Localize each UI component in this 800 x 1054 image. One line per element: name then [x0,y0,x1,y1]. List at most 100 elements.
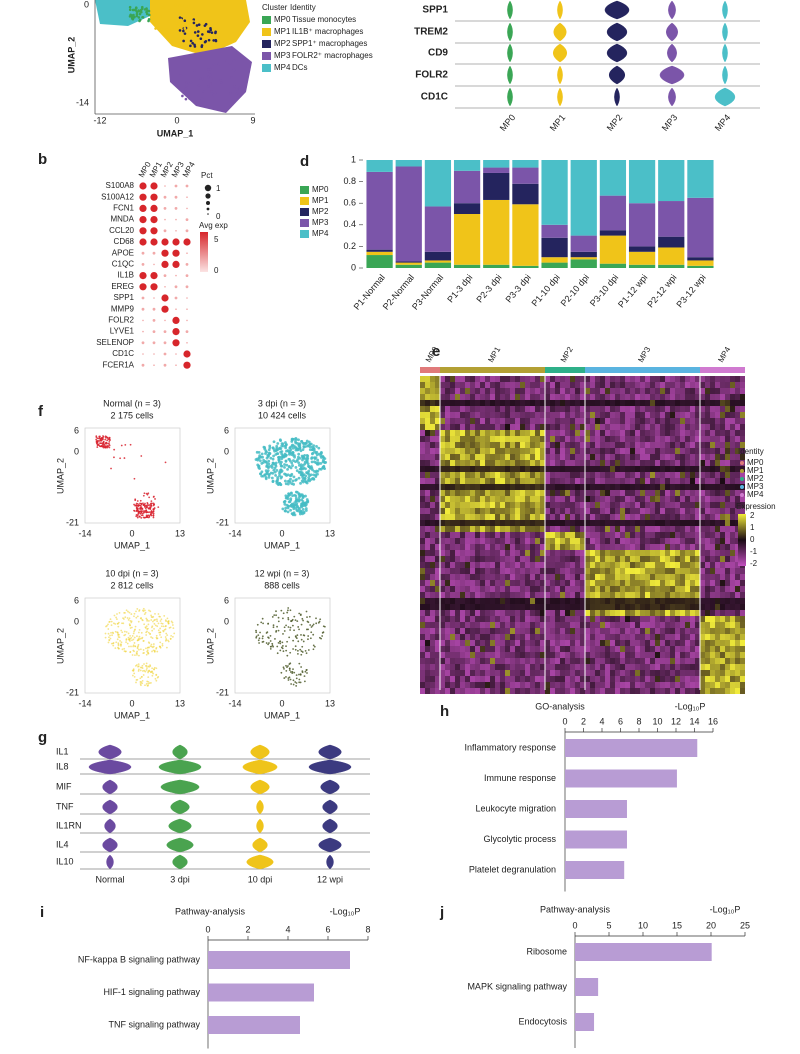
heatmap-cell [620,550,625,556]
heatmap-cell [620,520,625,526]
heatmap-cell [555,532,560,538]
umap-point [150,504,152,506]
heatmap-cell [450,460,455,466]
y-tick-label: MAPK signaling pathway [467,981,567,991]
heatmap-cell [480,430,485,436]
identity-bar [545,367,585,373]
heatmap-cell [670,508,675,514]
heatmap-cell [640,412,645,418]
heatmap-cell [420,376,425,382]
heatmap-cell [565,556,570,562]
heatmap-cell [480,490,485,496]
heatmap-cell [530,640,535,646]
heatmap-cell [640,406,645,412]
heatmap-cell [630,508,635,514]
heatmap-cell [660,442,665,448]
heatmap-cell [695,478,700,484]
heatmap-cell [740,592,745,598]
heatmap-cell [605,436,610,442]
heatmap-cell [455,676,460,682]
heatmap-cell [625,454,630,460]
heatmap-cell [730,658,735,664]
heatmap-cell [565,376,570,382]
umap-point [262,475,265,478]
heatmap-cell [725,682,730,688]
heatmap-cell [665,616,670,622]
heatmap-cell [435,412,440,418]
umap-point [149,511,151,513]
heatmap-cell [590,460,595,466]
heatmap-cell [520,616,525,622]
tick-label: 0 [224,446,229,456]
heatmap-cell [595,490,600,496]
heatmap-cell [630,490,635,496]
heatmap-cell [625,652,630,658]
heatmap-cell [625,670,630,676]
heatmap-cell [620,496,625,502]
heatmap-cell [480,484,485,490]
heatmap-cell [590,622,595,628]
heatmap-cell [665,556,670,562]
umap-point [275,465,278,468]
heatmap-cell [505,652,510,658]
heatmap-cell [670,544,675,550]
heatmap-cell [465,418,470,424]
heatmap-cell [465,616,470,622]
heatmap-cell [590,544,595,550]
heatmap-cell [685,484,690,490]
heatmap-cell [620,670,625,676]
heatmap-cell [725,568,730,574]
heatmap-cell [560,406,565,412]
heatmap-cell [735,568,740,574]
heatmap-cell [645,598,650,604]
heatmap-cell [555,520,560,526]
heatmap-cell [655,466,660,472]
heatmap-cell [700,400,705,406]
heatmap-cell [740,616,745,622]
heatmap-cell [575,670,580,676]
heatmap-cell [700,676,705,682]
umap-point [297,453,300,456]
heatmap-cell [720,424,725,430]
heatmap-cell [545,640,550,646]
heatmap-cell [500,664,505,670]
umap-point [179,29,182,32]
heatmap-cell [430,472,435,478]
bar-segment [571,160,597,236]
heatmap-cell [555,514,560,520]
heatmap-cell [725,478,730,484]
heatmap-cell [670,640,675,646]
heatmap-cell [515,544,520,550]
heatmap-cell [715,430,720,436]
heatmap-cell [670,622,675,628]
heatmap-cell [695,520,700,526]
heatmap-cell [670,466,675,472]
heatmap-cell [510,418,515,424]
heatmap-cell [445,568,450,574]
heatmap-cell [655,496,660,502]
heatmap-cell [475,412,480,418]
heatmap-cell [605,418,610,424]
heatmap-cell [680,382,685,388]
heatmap-cell [485,454,490,460]
heatmap-cell [635,388,640,394]
heatmap-cell [565,526,570,532]
heatmap-cell [515,568,520,574]
bar-segment [658,160,684,201]
heatmap-cell [665,436,670,442]
heatmap-cell [730,484,735,490]
heatmap-cell [585,646,590,652]
umap-point [101,442,103,444]
heatmap-cell [520,568,525,574]
heatmap-cell [495,586,500,592]
heatmap-cell [660,562,665,568]
heatmap-cell [450,556,455,562]
umap-point [284,480,287,483]
umap-point [268,446,271,449]
heatmap-cell [420,466,425,472]
heatmap-cell [505,622,510,628]
heatmap-cell [650,556,655,562]
umap-point [197,30,200,33]
umap-point [261,456,264,459]
heatmap-cell [510,406,515,412]
